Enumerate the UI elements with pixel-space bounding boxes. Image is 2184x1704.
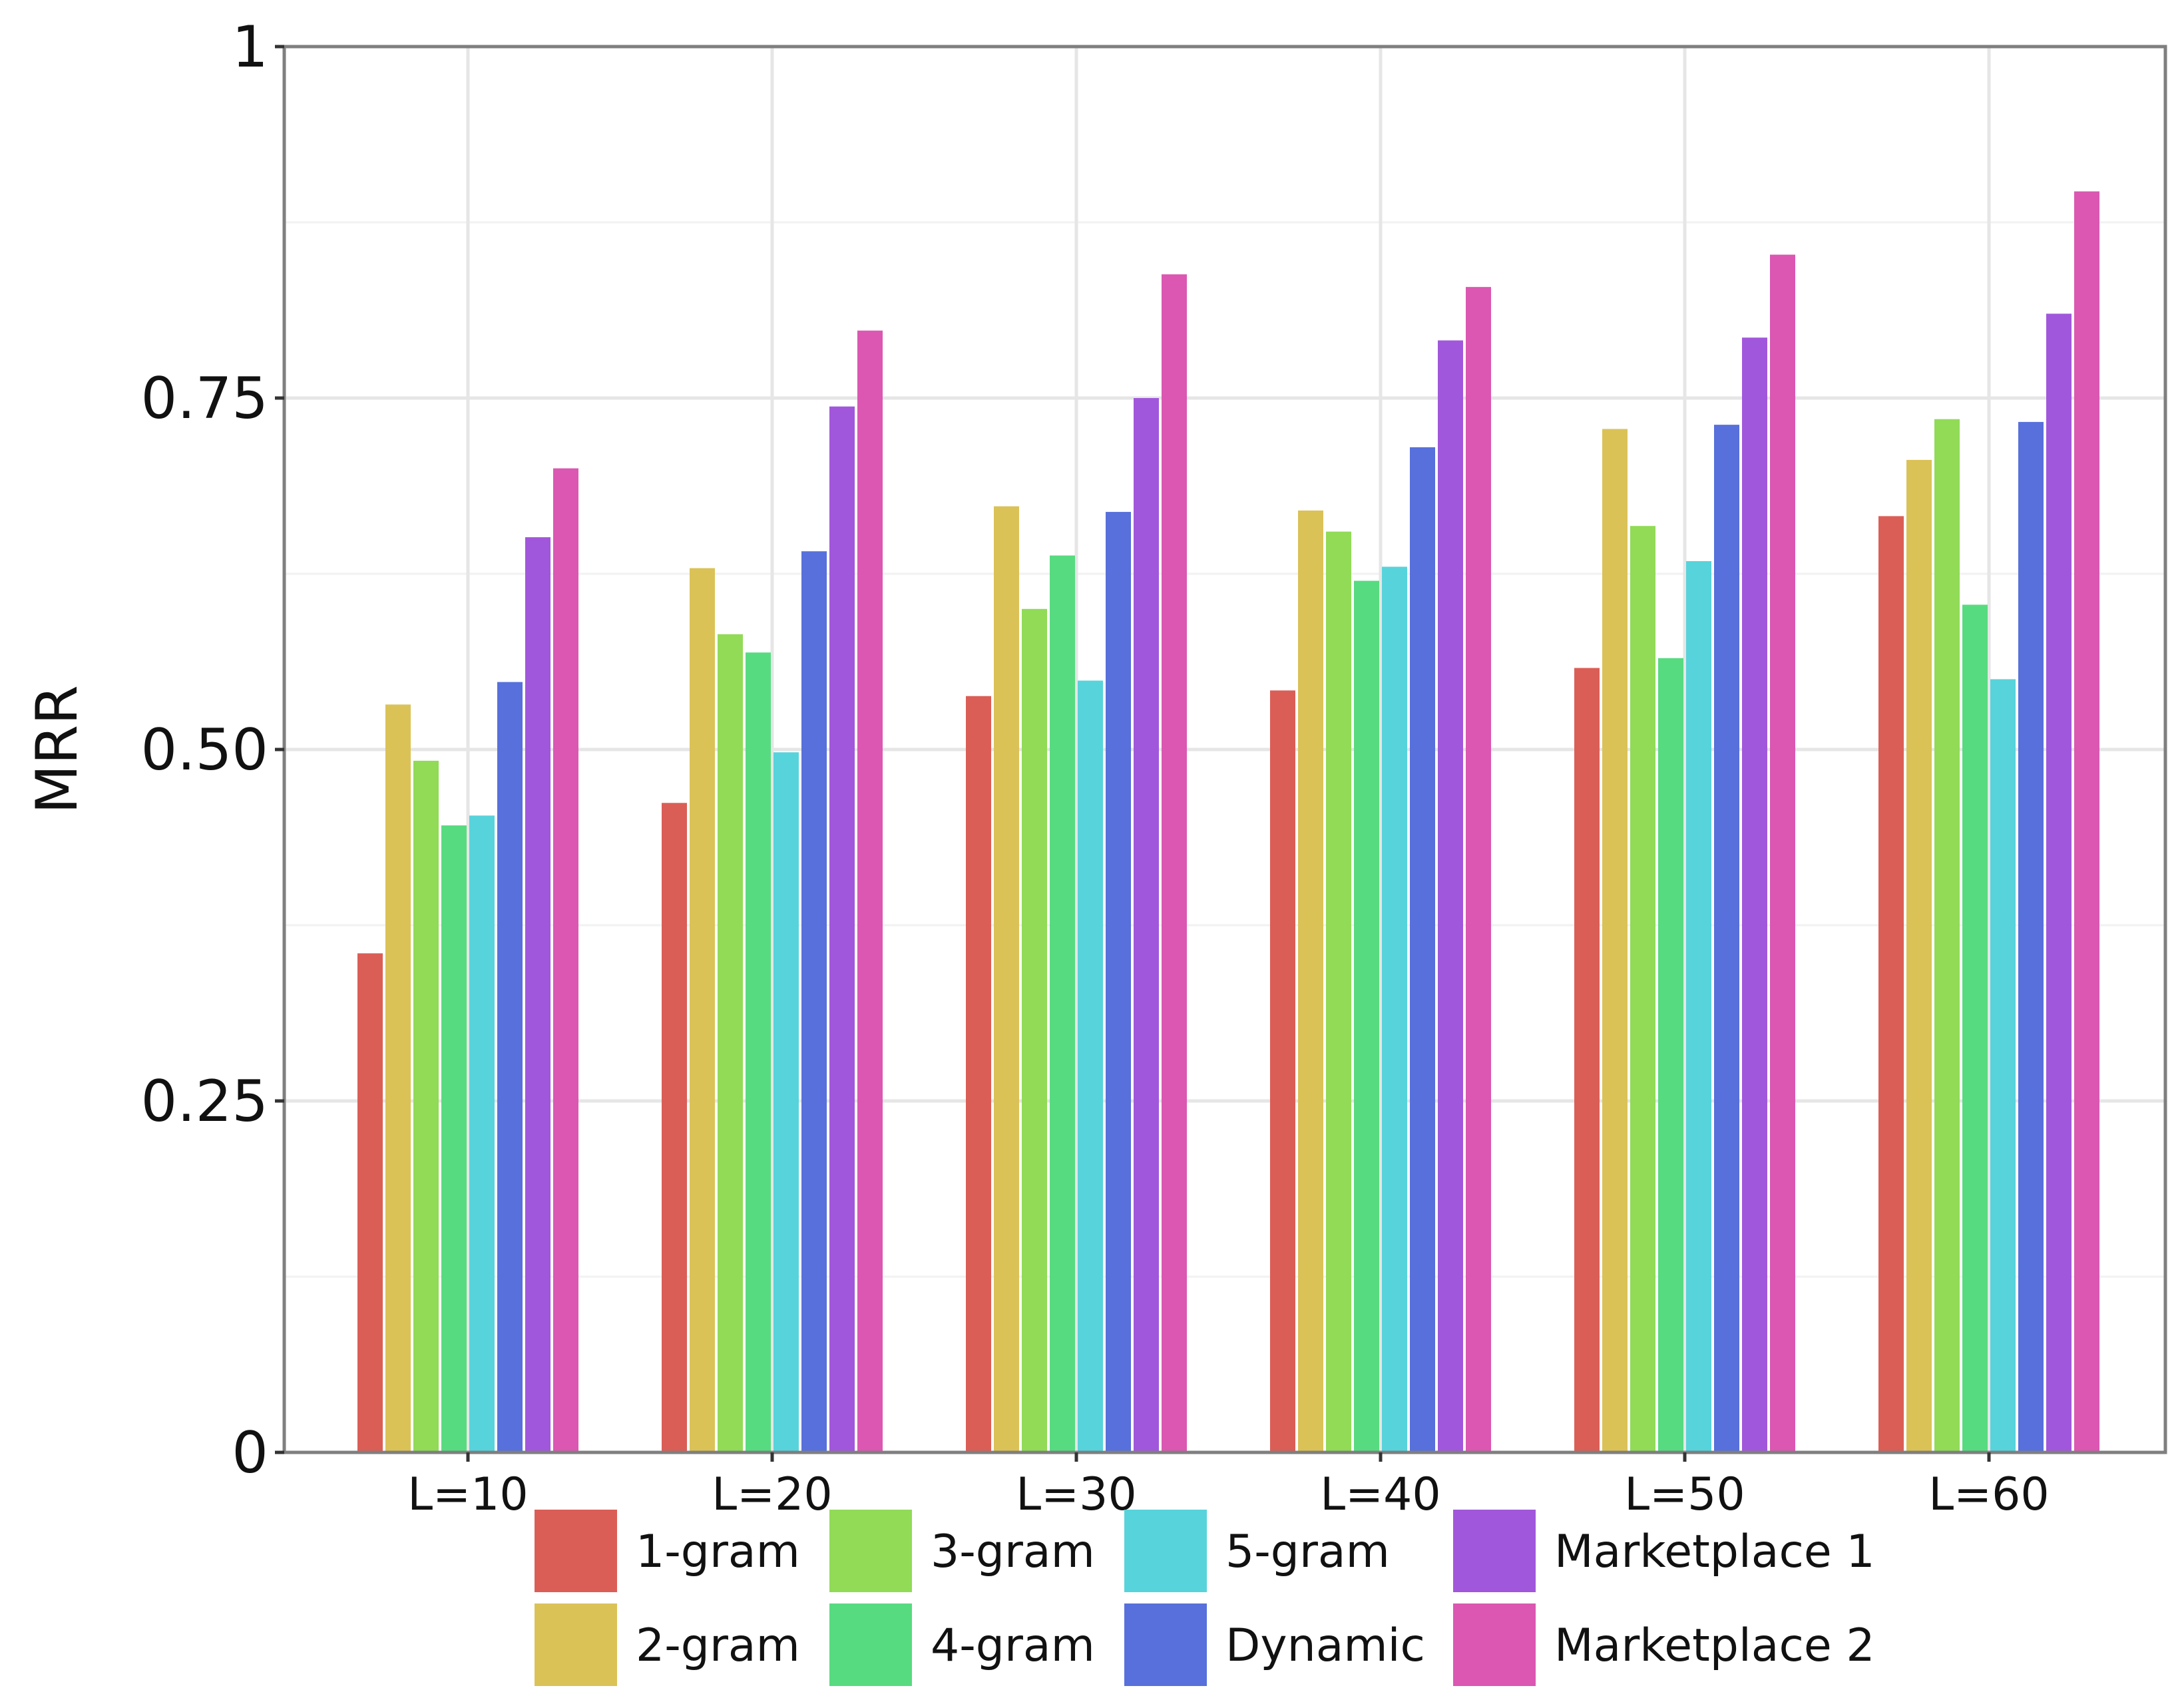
bar-3-gram-l40 bbox=[1326, 531, 1351, 1452]
legend-key-1-gram bbox=[535, 1510, 617, 1592]
bar-2-gram-l60 bbox=[1906, 459, 1932, 1452]
bar-1-gram-l30 bbox=[966, 696, 991, 1452]
legend-label: Marketplace 1 bbox=[1554, 1526, 1875, 1578]
bar-5-gram-l50 bbox=[1686, 560, 1711, 1453]
bar-2-gram-l20 bbox=[690, 568, 715, 1452]
bar-dynamic-l20 bbox=[801, 551, 827, 1452]
legend-label: 3-gram bbox=[931, 1526, 1095, 1578]
bar-marketplace-1-l30 bbox=[1134, 398, 1159, 1452]
bar-marketplace-2-l60 bbox=[2074, 191, 2099, 1452]
legend-label: 1-gram bbox=[636, 1526, 800, 1578]
bar-dynamic-l40 bbox=[1410, 447, 1435, 1453]
bars bbox=[357, 191, 2099, 1453]
legend: 1-gram 2-gram 3-gram 4-gram 5-gram Dynamic Mar… bbox=[535, 1510, 1875, 1686]
x-tick-label: L=10 bbox=[407, 1468, 528, 1521]
bar-3-gram-l20 bbox=[718, 634, 743, 1453]
bar-marketplace-2-l30 bbox=[1162, 274, 1187, 1452]
bar-5-gram-l40 bbox=[1382, 566, 1407, 1453]
bar-3-gram-l60 bbox=[1934, 419, 1960, 1453]
bar-3-gram-l10 bbox=[413, 760, 439, 1452]
bar-5-gram-l10 bbox=[469, 815, 495, 1452]
bar-marketplace-2-l20 bbox=[857, 330, 883, 1452]
bar-1-gram-l60 bbox=[1878, 516, 1904, 1453]
legend-label: 2-gram bbox=[636, 1619, 800, 1672]
legend-label: 4-gram bbox=[931, 1619, 1095, 1672]
legend-key-3-gram bbox=[829, 1510, 912, 1592]
bar-5-gram-l30 bbox=[1078, 680, 1103, 1453]
bar-3-gram-l50 bbox=[1630, 526, 1655, 1452]
bar-marketplace-2-l10 bbox=[553, 468, 578, 1452]
bar-dynamic-l50 bbox=[1714, 425, 1739, 1453]
bar-4-gram-l50 bbox=[1658, 658, 1683, 1452]
bar-marketplace-1-l60 bbox=[2046, 314, 2072, 1452]
legend-key-4-gram bbox=[829, 1603, 912, 1686]
x-tick-label: L=30 bbox=[1016, 1468, 1136, 1521]
bar-1-gram-l50 bbox=[1574, 668, 1600, 1452]
legend-label: Marketplace 2 bbox=[1554, 1619, 1875, 1672]
x-tick-label: L=40 bbox=[1320, 1468, 1440, 1521]
bar-marketplace-1-l10 bbox=[525, 537, 550, 1452]
bar-marketplace-2-l40 bbox=[1466, 287, 1491, 1453]
y-tick-label: 0 bbox=[232, 1420, 268, 1486]
x-tick-label: L=50 bbox=[1624, 1468, 1745, 1521]
x-tick-label: L=20 bbox=[712, 1468, 832, 1521]
grid-minor bbox=[284, 221, 2165, 1278]
bar-1-gram-l20 bbox=[662, 803, 687, 1452]
legend-key-5-gram bbox=[1124, 1510, 1207, 1592]
legend-key-2-gram bbox=[535, 1603, 617, 1686]
bar-4-gram-l10 bbox=[441, 825, 467, 1452]
x-tick-label: L=60 bbox=[1928, 1468, 2049, 1521]
bar-2-gram-l30 bbox=[994, 506, 1019, 1452]
y-axis: 0 0.25 0.50 0.75 1 bbox=[141, 14, 284, 1486]
legend-label: 5-gram bbox=[1225, 1526, 1390, 1578]
legend-key-marketplace-2 bbox=[1453, 1603, 1536, 1686]
bar-marketplace-2-l50 bbox=[1770, 254, 1795, 1453]
bar-1-gram-l10 bbox=[357, 953, 383, 1452]
bar-4-gram-l30 bbox=[1050, 555, 1075, 1453]
bar-marketplace-1-l40 bbox=[1438, 340, 1463, 1453]
bar-5-gram-l20 bbox=[773, 752, 799, 1452]
bar-dynamic-l30 bbox=[1106, 512, 1131, 1452]
y-tick-label: 0.75 bbox=[141, 365, 268, 432]
bar-marketplace-1-l20 bbox=[829, 406, 855, 1452]
y-tick-label: 1 bbox=[232, 14, 268, 81]
bar-4-gram-l40 bbox=[1354, 580, 1379, 1452]
y-axis-label: MRR bbox=[24, 685, 91, 814]
bar-marketplace-1-l50 bbox=[1742, 337, 1767, 1453]
bar-dynamic-l60 bbox=[2018, 421, 2044, 1452]
bar-dynamic-l10 bbox=[497, 682, 523, 1452]
legend-key-dynamic bbox=[1124, 1603, 1207, 1686]
bar-4-gram-l20 bbox=[746, 652, 771, 1452]
bar-1-gram-l40 bbox=[1270, 690, 1295, 1452]
y-tick-label: 0.50 bbox=[141, 717, 268, 783]
legend-label: Dynamic bbox=[1225, 1619, 1425, 1672]
bar-4-gram-l60 bbox=[1962, 604, 1988, 1452]
bar-2-gram-l10 bbox=[385, 704, 411, 1452]
bar-3-gram-l30 bbox=[1022, 608, 1047, 1452]
bar-2-gram-l40 bbox=[1298, 510, 1323, 1453]
bar-5-gram-l60 bbox=[1990, 679, 2016, 1452]
y-tick-label: 0.25 bbox=[141, 1068, 268, 1135]
x-axis: L=10 L=20 L=30 L=40 L=50 L=60 bbox=[407, 1452, 2050, 1521]
bar-2-gram-l50 bbox=[1602, 429, 1628, 1452]
legend-key-marketplace-1 bbox=[1453, 1510, 1536, 1592]
